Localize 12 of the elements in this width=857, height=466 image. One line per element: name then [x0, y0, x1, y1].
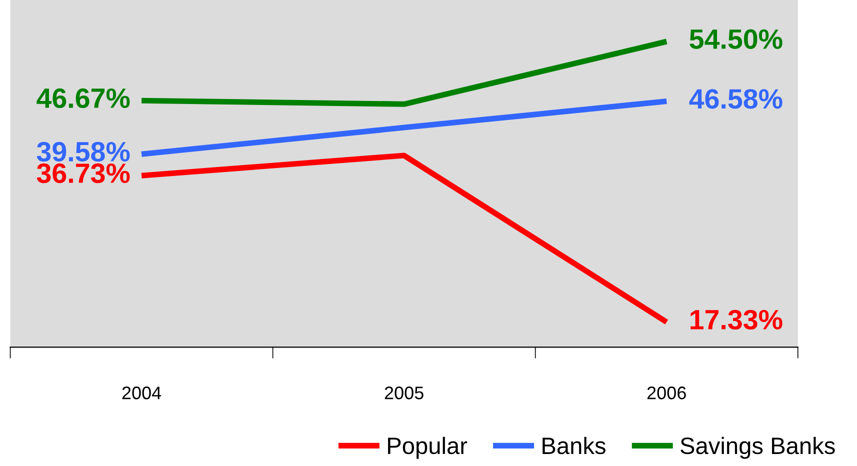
- legend-label: Banks: [542, 436, 606, 454]
- legend-label: Popular: [388, 436, 468, 459]
- data-label: 39.58%: [36, 142, 130, 162]
- data-label: 36.73%: [36, 163, 130, 184]
- x-tick-label: 2005: [384, 386, 424, 400]
- x-tick-label: 2004: [122, 386, 162, 400]
- data-label: 54.50%: [690, 29, 782, 49]
- data-label: 46.58%: [689, 89, 782, 109]
- data-label: 46.67%: [36, 88, 130, 108]
- legend-label: Savings Banks: [680, 436, 835, 459]
- x-tick-label: 2006: [647, 386, 686, 400]
- data-label: 17.33%: [690, 310, 782, 330]
